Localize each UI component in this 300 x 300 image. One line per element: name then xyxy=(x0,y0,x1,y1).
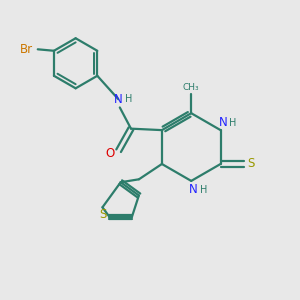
Text: O: O xyxy=(106,147,115,160)
Text: S: S xyxy=(99,208,106,221)
Text: S: S xyxy=(247,158,254,170)
Text: H: H xyxy=(229,118,237,128)
Text: N: N xyxy=(189,183,198,196)
Text: H: H xyxy=(125,94,132,104)
Text: N: N xyxy=(114,93,123,106)
Text: N: N xyxy=(218,116,227,129)
Text: H: H xyxy=(200,185,207,195)
Text: Br: Br xyxy=(20,43,33,56)
Text: CH₃: CH₃ xyxy=(183,83,200,92)
